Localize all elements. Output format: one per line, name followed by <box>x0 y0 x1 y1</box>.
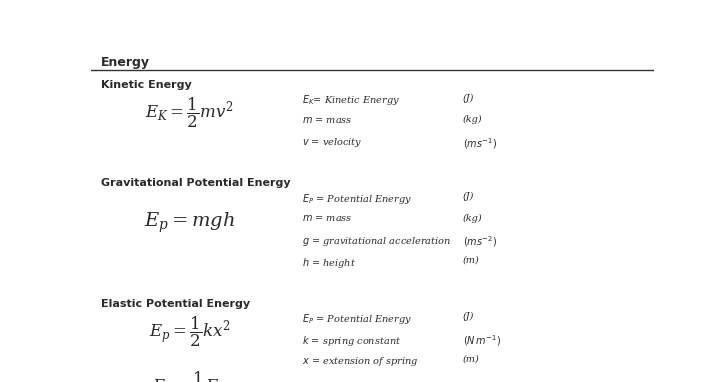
Text: $x$ = extension of spring: $x$ = extension of spring <box>302 355 419 368</box>
Text: $(ms^{-1})$: $(ms^{-1})$ <box>463 136 497 151</box>
Text: $E_{p} =\dfrac{1}{2}Fx$: $E_{p} =\dfrac{1}{2}Fx$ <box>151 370 228 382</box>
Text: $g$ = gravitational acceleration: $g$ = gravitational acceleration <box>302 235 451 248</box>
Text: Energy: Energy <box>101 56 150 69</box>
Text: (kg): (kg) <box>463 214 482 223</box>
Text: $E_{p} = mgh$: $E_{p} = mgh$ <box>144 210 235 235</box>
Text: (m): (m) <box>463 355 480 364</box>
Text: $(ms^{-2})$: $(ms^{-2})$ <box>463 235 497 249</box>
Text: Elastic Potential Energy: Elastic Potential Energy <box>101 298 250 309</box>
Text: Gravitational Potential Energy: Gravitational Potential Energy <box>101 178 291 188</box>
Text: $E_{K} =\dfrac{1}{2}mv^{2}$: $E_{K} =\dfrac{1}{2}mv^{2}$ <box>145 96 233 130</box>
Text: (J): (J) <box>463 312 474 322</box>
Text: $h$ = height: $h$ = height <box>302 256 356 270</box>
Text: $m$ = mass: $m$ = mass <box>302 115 353 125</box>
Text: (J): (J) <box>463 94 474 103</box>
Text: $E_P$ = Potential Energy: $E_P$ = Potential Energy <box>302 312 412 326</box>
Text: $m$ = mass: $m$ = mass <box>302 214 353 223</box>
Text: $v$ = velocity: $v$ = velocity <box>302 136 363 149</box>
Text: (m): (m) <box>463 256 480 265</box>
Text: (kg): (kg) <box>463 115 482 124</box>
Text: Kinetic Energy: Kinetic Energy <box>101 80 192 90</box>
Text: $E_P$ = Potential Energy: $E_P$ = Potential Energy <box>302 192 412 206</box>
Text: $(N\,m^{-1})$: $(N\,m^{-1})$ <box>463 333 501 348</box>
Text: $k$ = spring constant: $k$ = spring constant <box>302 333 401 348</box>
Text: $E_K$= Kinetic Energy: $E_K$= Kinetic Energy <box>302 94 400 107</box>
Text: (J): (J) <box>463 192 474 201</box>
Text: $E_{p} =\dfrac{1}{2}kx^{2}$: $E_{p} =\dfrac{1}{2}kx^{2}$ <box>149 315 230 349</box>
